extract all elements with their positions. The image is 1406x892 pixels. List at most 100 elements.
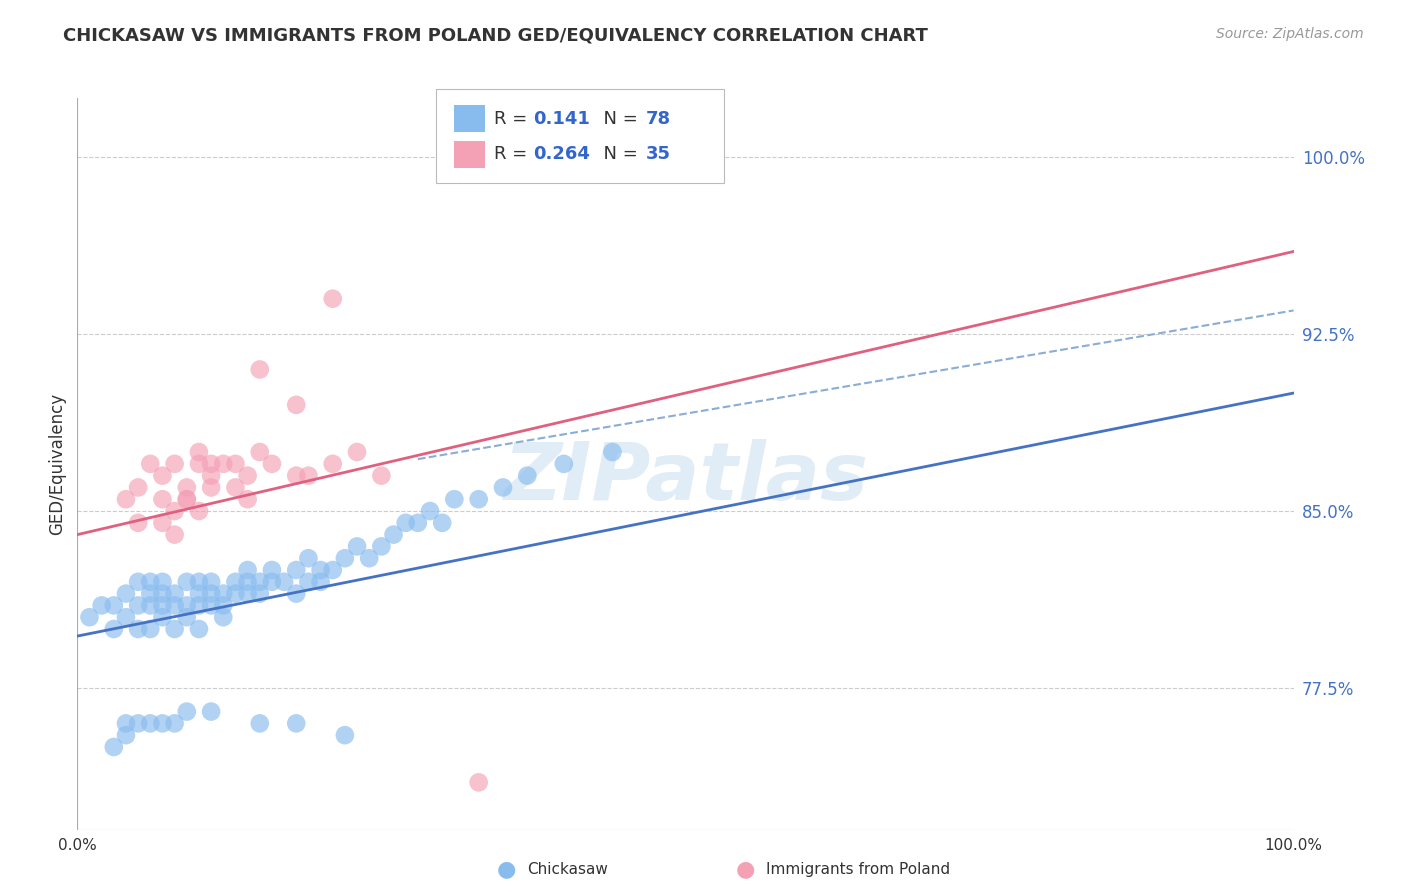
Point: [212, 586, 235, 600]
Point: [176, 610, 198, 624]
Point: [285, 586, 308, 600]
Point: [139, 622, 162, 636]
Point: [467, 492, 489, 507]
Text: R =: R =: [494, 145, 533, 163]
Point: [200, 480, 222, 494]
Point: [346, 445, 368, 459]
Point: [346, 540, 368, 554]
Point: [127, 574, 149, 589]
Point: [224, 457, 246, 471]
Point: [285, 563, 308, 577]
Point: [152, 516, 174, 530]
Text: N =: N =: [592, 145, 644, 163]
Text: 35: 35: [645, 145, 671, 163]
Text: Chickasaw: Chickasaw: [527, 863, 609, 877]
Point: [152, 599, 174, 613]
Point: [602, 445, 624, 459]
Point: [188, 622, 211, 636]
Point: [224, 480, 246, 494]
Point: [200, 599, 222, 613]
Point: [382, 527, 405, 541]
Point: [406, 516, 429, 530]
Point: [163, 599, 186, 613]
Point: [152, 574, 174, 589]
Text: 0.141: 0.141: [533, 110, 589, 128]
Point: [370, 468, 392, 483]
Point: [212, 610, 235, 624]
Point: [285, 398, 308, 412]
Point: [139, 457, 162, 471]
Point: [297, 551, 319, 566]
Point: [236, 563, 259, 577]
Point: [163, 716, 186, 731]
Point: [370, 540, 392, 554]
Point: [188, 445, 211, 459]
Point: [163, 586, 186, 600]
Text: 0.264: 0.264: [533, 145, 589, 163]
Text: CHICKASAW VS IMMIGRANTS FROM POLAND GED/EQUIVALENCY CORRELATION CHART: CHICKASAW VS IMMIGRANTS FROM POLAND GED/…: [63, 27, 928, 45]
Point: [188, 457, 211, 471]
Point: [176, 599, 198, 613]
Point: [152, 468, 174, 483]
Point: [236, 586, 259, 600]
Point: [163, 622, 186, 636]
Point: [236, 574, 259, 589]
Point: [249, 445, 271, 459]
Point: [359, 551, 381, 566]
Point: [139, 586, 162, 600]
Y-axis label: GED/Equivalency: GED/Equivalency: [48, 392, 66, 535]
Point: [188, 504, 211, 518]
Text: 78: 78: [645, 110, 671, 128]
Point: [103, 739, 125, 754]
Point: [176, 480, 198, 494]
Point: [260, 457, 283, 471]
Point: [273, 574, 295, 589]
Point: [90, 599, 112, 613]
Point: [163, 527, 186, 541]
Point: [236, 492, 259, 507]
Point: [188, 599, 211, 613]
Point: [176, 705, 198, 719]
Point: [443, 492, 465, 507]
Point: [139, 599, 162, 613]
Point: [200, 586, 222, 600]
Point: [139, 574, 162, 589]
Point: [249, 716, 271, 731]
Point: [127, 480, 149, 494]
Point: [127, 716, 149, 731]
Point: [322, 292, 344, 306]
Text: N =: N =: [592, 110, 644, 128]
Point: [200, 468, 222, 483]
Text: Immigrants from Poland: Immigrants from Poland: [766, 863, 950, 877]
Point: [188, 574, 211, 589]
Text: ZIPatlas: ZIPatlas: [503, 440, 868, 517]
Point: [224, 574, 246, 589]
Text: Source: ZipAtlas.com: Source: ZipAtlas.com: [1216, 27, 1364, 41]
Point: [285, 468, 308, 483]
Point: [176, 492, 198, 507]
Point: [249, 586, 271, 600]
Point: [103, 599, 125, 613]
Point: [115, 728, 138, 742]
Point: [103, 622, 125, 636]
Point: [115, 492, 138, 507]
Point: [139, 716, 162, 731]
Point: [430, 516, 453, 530]
Point: [297, 574, 319, 589]
Point: [553, 457, 575, 471]
Point: [200, 457, 222, 471]
Point: [152, 716, 174, 731]
Point: [152, 586, 174, 600]
Text: ●: ●: [496, 860, 516, 880]
Point: [395, 516, 418, 530]
Point: [163, 457, 186, 471]
Point: [249, 362, 271, 376]
Text: R =: R =: [494, 110, 533, 128]
Point: [200, 574, 222, 589]
Point: [152, 610, 174, 624]
Point: [285, 716, 308, 731]
Point: [163, 504, 186, 518]
Point: [260, 563, 283, 577]
Point: [212, 457, 235, 471]
Point: [322, 563, 344, 577]
